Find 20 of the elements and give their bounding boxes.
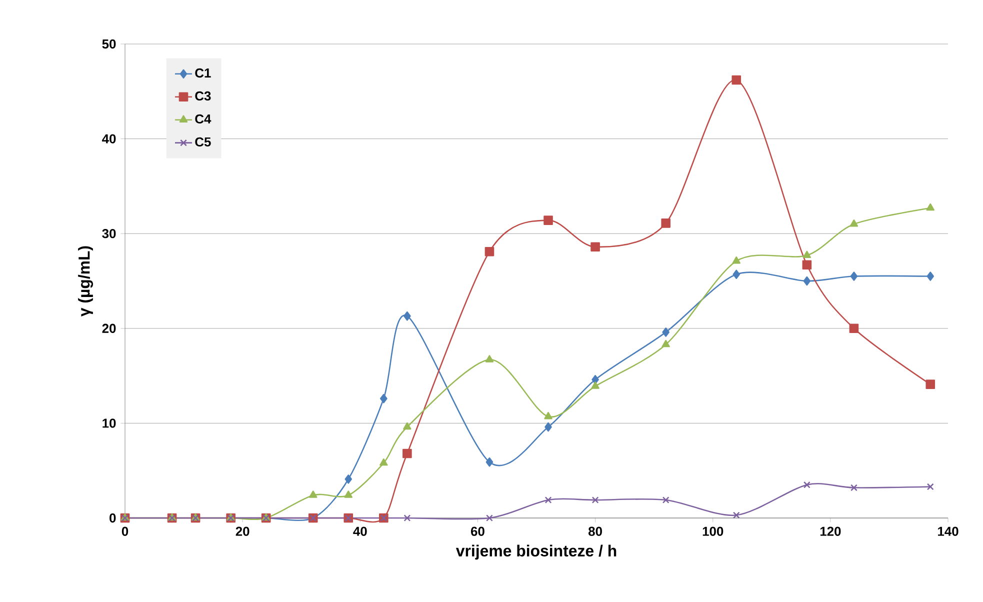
x-tick-label: 100 [702, 526, 724, 536]
x-axis-title: vrijeme biosinteze / h [456, 544, 616, 560]
y-axis-title: γ (µg/mL) [78, 246, 93, 317]
legend-label: C1 [195, 68, 211, 78]
legend-label: C3 [195, 91, 211, 101]
x-tick-label: 0 [122, 526, 128, 536]
y-tick-label: 30 [102, 229, 116, 238]
x-tick-label: 40 [353, 526, 367, 536]
y-tick-label: 20 [102, 324, 116, 333]
legend-label: C5 [195, 137, 211, 146]
y-tick-label: 50 [102, 39, 116, 49]
legend-label: C4 [195, 114, 212, 124]
x-tick-label: 20 [236, 526, 250, 536]
y-tick-label: 10 [102, 418, 116, 428]
y-tick-label: 0 [110, 513, 116, 523]
x-tick-label: 120 [820, 526, 841, 536]
x-tick-label: 140 [938, 526, 958, 536]
x-tick-label: 60 [470, 526, 484, 536]
x-tick-label: 80 [588, 526, 602, 536]
y-tick-label: 40 [102, 134, 116, 144]
